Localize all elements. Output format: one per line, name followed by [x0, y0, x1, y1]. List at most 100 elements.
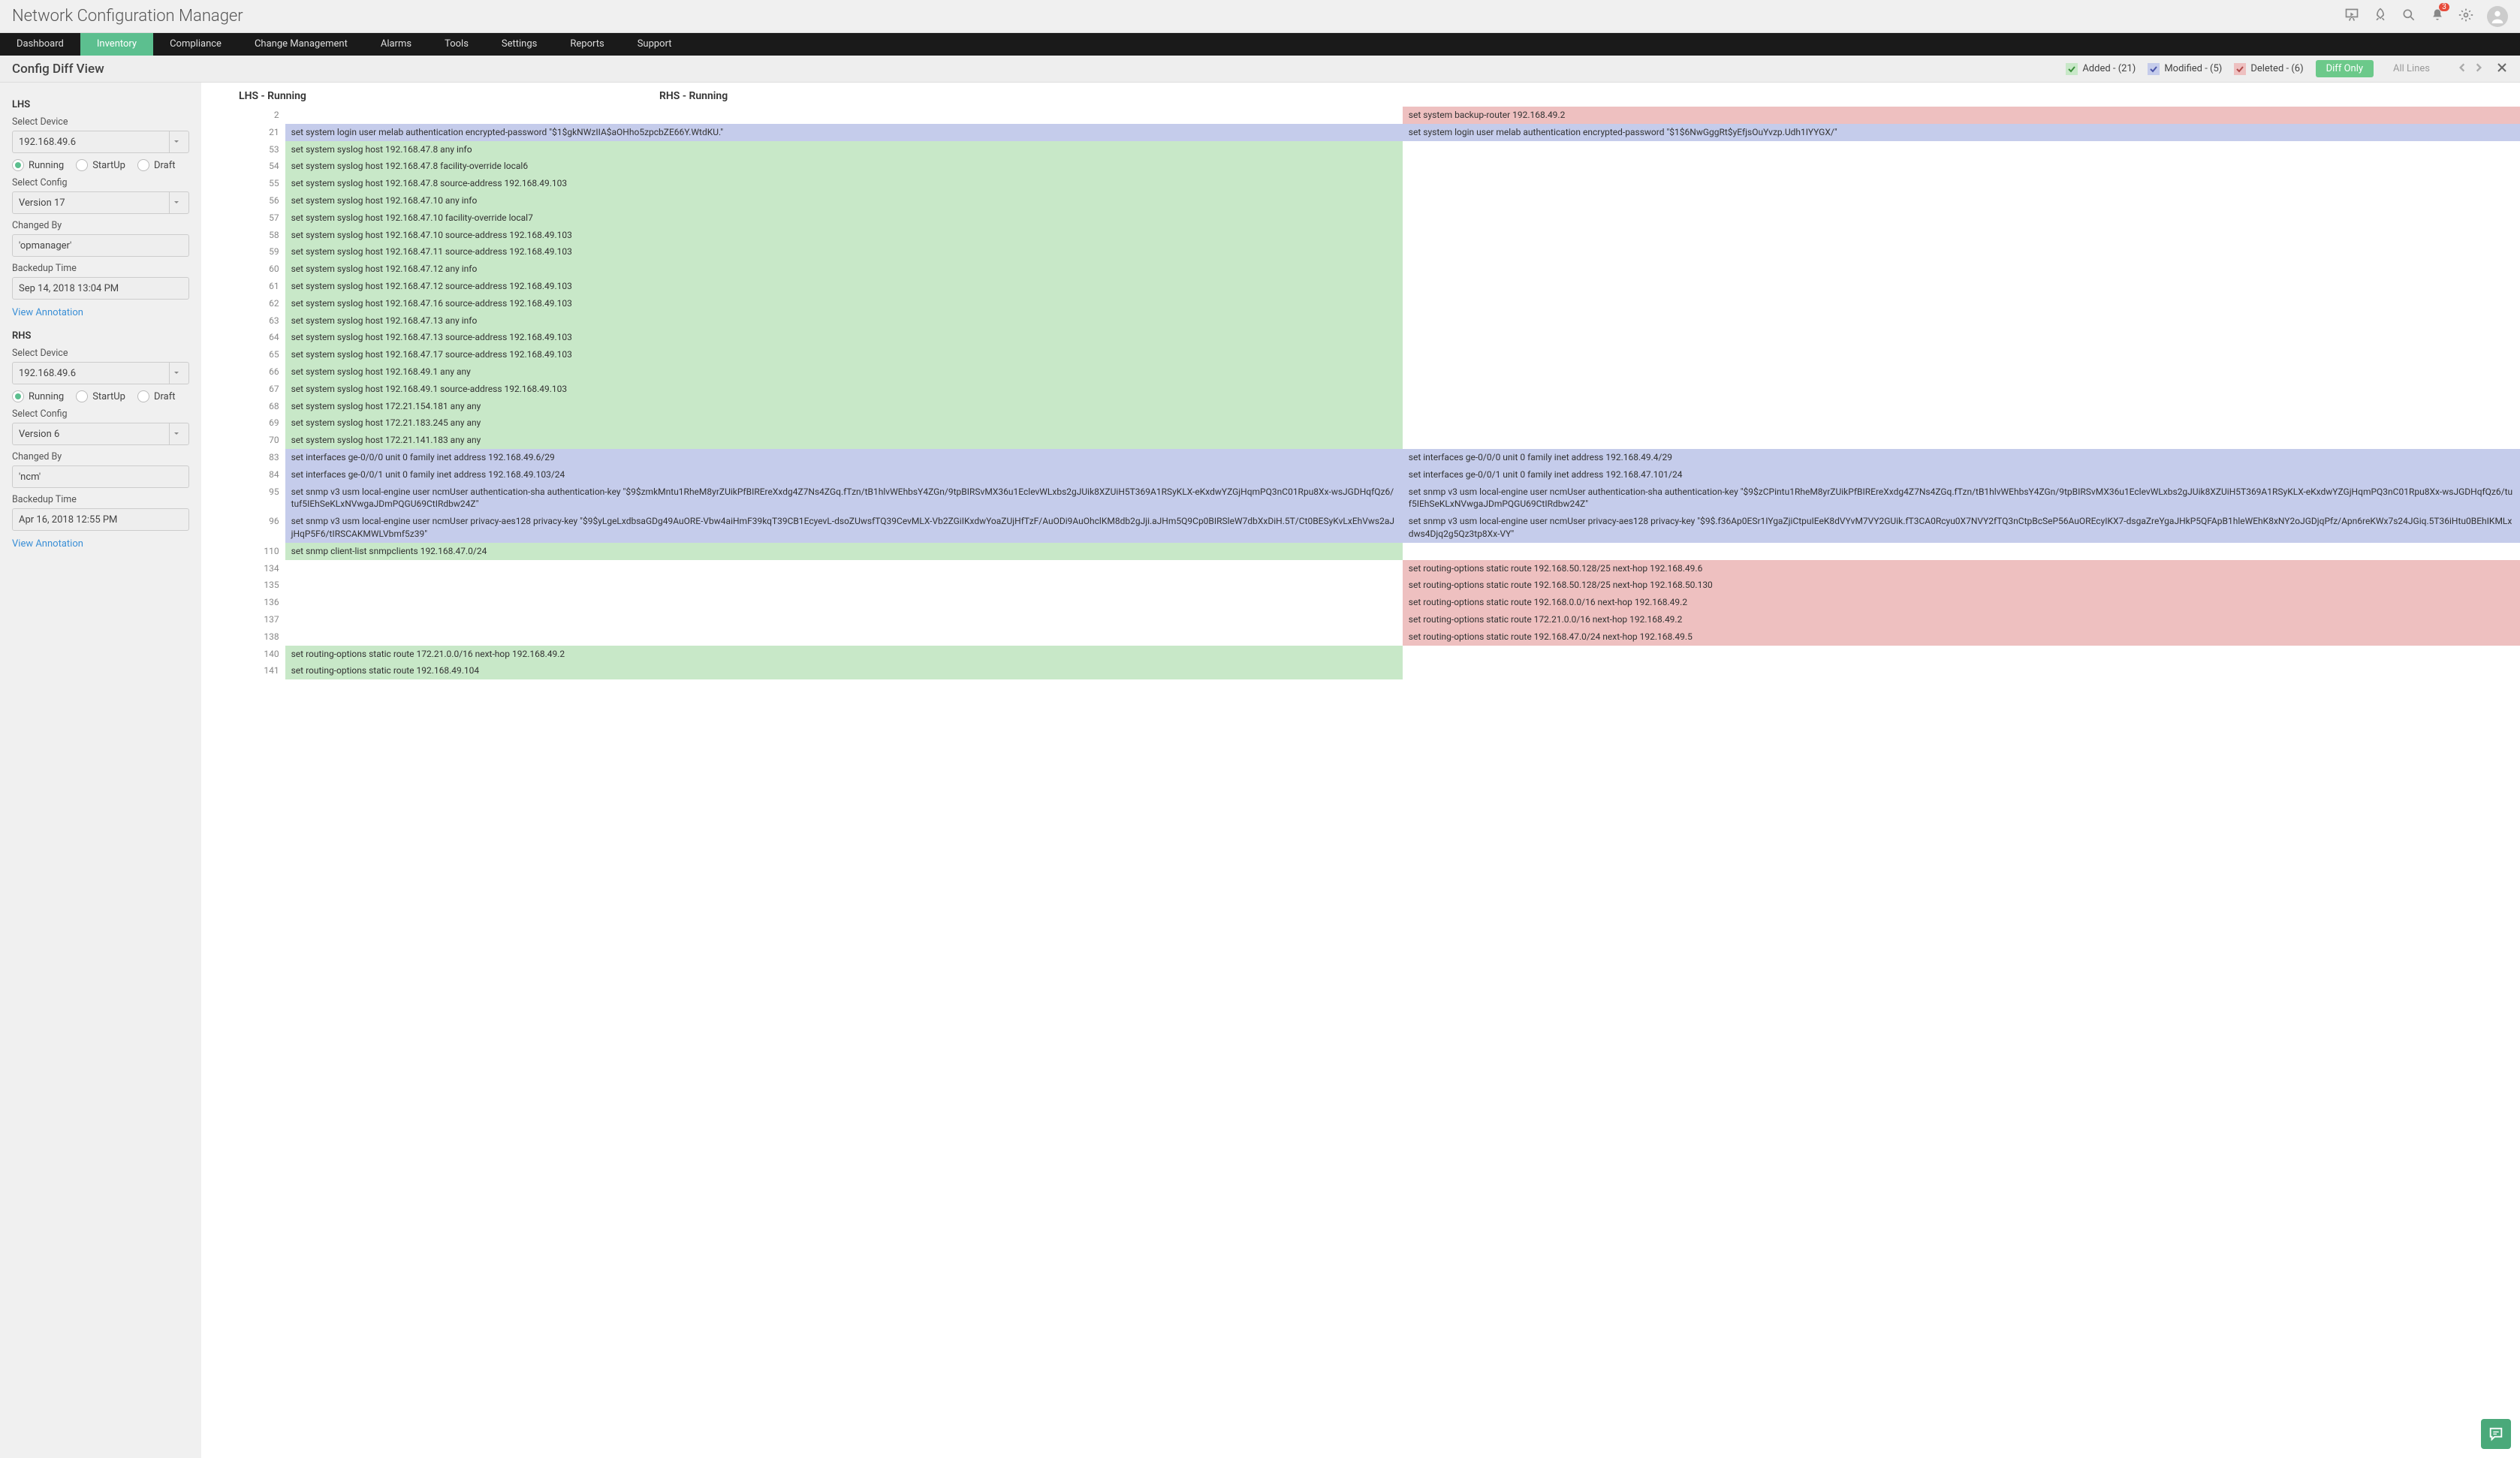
diff-row: 110set snmp client-list snmpclients 192.…	[201, 543, 2520, 560]
line-number: 61	[201, 278, 285, 295]
diff-row: 61set system syslog host 192.168.47.12 s…	[201, 278, 2520, 295]
rhs-cell: set routing-options static route 192.168…	[1403, 560, 2520, 577]
line-number: 53	[201, 141, 285, 158]
prev-diff-icon[interactable]	[2457, 62, 2467, 76]
rhs-radio-running[interactable]: Running	[12, 390, 64, 402]
search-icon[interactable]	[2401, 8, 2416, 26]
rhs-device-select[interactable]: 192.168.49.6	[12, 362, 189, 384]
diff-row: 2set system backup-router 192.168.49.2	[201, 107, 2520, 124]
app-title: Network Configuration Manager	[12, 7, 2344, 26]
lhs-cell: set interfaces ge-0/0/1 unit 0 family in…	[285, 466, 1403, 483]
nav-item-reports[interactable]: Reports	[553, 33, 620, 56]
avatar[interactable]	[2487, 6, 2508, 27]
rhs-cell	[1403, 363, 2520, 381]
rhs-cell	[1403, 646, 2520, 663]
rhs-cell	[1403, 414, 2520, 432]
nav-item-alarms[interactable]: Alarms	[364, 33, 428, 56]
line-number: 63	[201, 312, 285, 330]
lhs-cell: set routing-options static route 192.168…	[285, 662, 1403, 679]
presentation-icon[interactable]	[2344, 8, 2359, 26]
diff-row: 66set system syslog host 192.168.49.1 an…	[201, 363, 2520, 381]
rhs-radio-draft[interactable]: Draft	[137, 390, 176, 402]
diff-header-rhs: RHS - Running	[659, 90, 728, 102]
lhs-cell: set system syslog host 192.168.47.10 sou…	[285, 227, 1403, 244]
nav-item-change-management[interactable]: Change Management	[238, 33, 364, 56]
radio-dot-icon	[12, 159, 24, 171]
nav-item-dashboard[interactable]: Dashboard	[0, 33, 80, 56]
rhs-select-device-label: Select Device	[12, 348, 189, 359]
lhs-radio-draft[interactable]: Draft	[137, 159, 176, 171]
lhs-cell: set system syslog host 192.168.47.17 sou…	[285, 346, 1403, 363]
diff-header-lhs: LHS - Running	[239, 90, 659, 102]
rhs-config-select[interactable]: Version 6	[12, 423, 189, 445]
rhs-cell: set interfaces ge-0/0/0 unit 0 family in…	[1403, 449, 2520, 466]
nav-item-settings[interactable]: Settings	[485, 33, 553, 56]
diff-row: 55set system syslog host 192.168.47.8 so…	[201, 175, 2520, 192]
nav-item-inventory[interactable]: Inventory	[80, 33, 153, 56]
lhs-cell: set system syslog host 192.168.47.11 sou…	[285, 243, 1403, 261]
rhs-cell	[1403, 158, 2520, 175]
diff-row: 63set system syslog host 192.168.47.13 a…	[201, 312, 2520, 330]
check-icon	[2148, 63, 2160, 75]
legend-deleted: Deleted - (6)	[2234, 63, 2303, 75]
diff-row: 95set snmp v3 usm local-engine user ncmU…	[201, 483, 2520, 514]
legend-modified-label: Modified - (5)	[2164, 63, 2222, 74]
close-icon[interactable]	[2496, 62, 2508, 77]
diff-area: LHS - Running RHS - Running 2set system …	[201, 83, 2520, 1458]
lhs-cell: set system syslog host 192.168.47.8 any …	[285, 141, 1403, 158]
diff-row: 67set system syslog host 192.168.49.1 so…	[201, 381, 2520, 398]
lhs-device-select[interactable]: 192.168.49.6	[12, 131, 189, 153]
rhs-changed-by-input[interactable]: 'ncm'	[12, 465, 189, 488]
rhs-cell	[1403, 432, 2520, 449]
lhs-radio-startup[interactable]: StartUp	[76, 159, 125, 171]
nav-item-tools[interactable]: Tools	[428, 33, 485, 56]
top-header: Network Configuration Manager 3	[0, 0, 2520, 33]
rhs-cell	[1403, 243, 2520, 261]
rhs-title: RHS	[12, 330, 189, 342]
rhs-backedup-input[interactable]: Apr 16, 2018 12:55 PM	[12, 508, 189, 531]
all-lines-button[interactable]: All Lines	[2386, 60, 2437, 77]
chat-fab[interactable]	[2481, 1419, 2511, 1449]
chevron-down-icon	[169, 363, 182, 384]
lhs-cell: set system syslog host 192.168.47.10 any…	[285, 192, 1403, 209]
rhs-cell: set routing-options static route 192.168…	[1403, 577, 2520, 594]
nav-item-support[interactable]: Support	[621, 33, 689, 56]
line-number: 110	[201, 543, 285, 560]
lhs-select-config-label: Select Config	[12, 177, 189, 188]
nav-item-compliance[interactable]: Compliance	[153, 33, 238, 56]
lhs-backedup-input[interactable]: Sep 14, 2018 13:04 PM	[12, 277, 189, 300]
lhs-cell	[285, 611, 1403, 628]
rhs-radio-startup[interactable]: StartUp	[76, 390, 125, 402]
line-number: 62	[201, 295, 285, 312]
lhs-cell: set system login user melab authenticati…	[285, 124, 1403, 141]
gear-icon[interactable]	[2458, 8, 2473, 26]
lhs-cell: set system syslog host 192.168.49.1 sour…	[285, 381, 1403, 398]
rhs-cell	[1403, 329, 2520, 346]
notification-badge: 3	[2439, 3, 2449, 11]
lhs-view-annotation-link[interactable]: View Annotation	[12, 307, 189, 318]
diff-only-button[interactable]: Diff Only	[2316, 60, 2374, 77]
chevron-down-icon	[169, 423, 182, 444]
lhs-cell: set system syslog host 172.21.183.245 an…	[285, 414, 1403, 432]
rhs-cell	[1403, 227, 2520, 244]
line-number: 136	[201, 594, 285, 611]
notification-bell[interactable]: 3	[2430, 8, 2445, 26]
lhs-config-select[interactable]: Version 17	[12, 191, 189, 214]
rhs-panel: RHS Select Device 192.168.49.6 Running St…	[12, 330, 189, 550]
diff-nav-arrows	[2457, 62, 2484, 76]
rocket-icon[interactable]	[2373, 8, 2388, 26]
rhs-backedup-value: Apr 16, 2018 12:55 PM	[19, 514, 117, 526]
lhs-cell	[285, 560, 1403, 577]
line-number: 54	[201, 158, 285, 175]
lhs-radio-running[interactable]: Running	[12, 159, 64, 171]
legend-modified: Modified - (5)	[2148, 63, 2222, 75]
diff-row: 59set system syslog host 192.168.47.11 s…	[201, 243, 2520, 261]
radio-label: Draft	[154, 391, 176, 402]
diff-row: 68set system syslog host 172.21.154.181 …	[201, 398, 2520, 415]
lhs-cell	[285, 107, 1403, 124]
lhs-changed-by-input[interactable]: 'opmanager'	[12, 234, 189, 257]
next-diff-icon[interactable]	[2473, 62, 2484, 76]
line-number: 141	[201, 662, 285, 679]
rhs-view-annotation-link[interactable]: View Annotation	[12, 538, 189, 550]
lhs-cell: set snmp v3 usm local-engine user ncmUse…	[285, 513, 1403, 543]
